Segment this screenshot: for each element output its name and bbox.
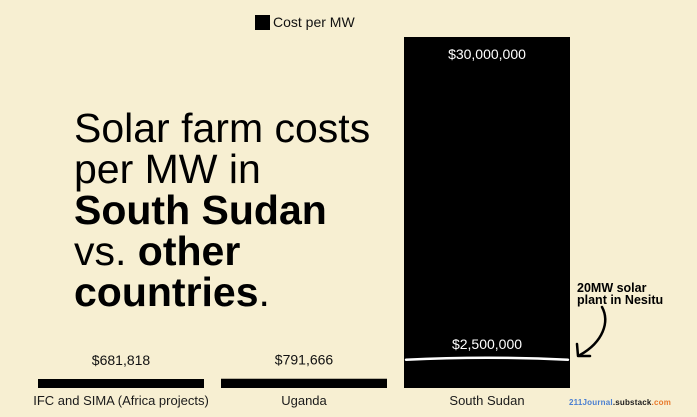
legend: Cost per MW	[255, 14, 355, 30]
headline-line-5-bold: countries	[74, 269, 259, 315]
reference-marker-line	[404, 356, 570, 361]
headline-line-3: South Sudan	[74, 187, 327, 233]
headline-line-5-tail: .	[258, 269, 270, 315]
headline-line-4-plain: vs.	[74, 228, 138, 274]
headline-line-2: per MW in	[74, 146, 261, 192]
headline-line-4-bold: other	[137, 228, 241, 274]
footer-credit: 211Journal.substack.com	[569, 398, 671, 407]
headline-line-1: Solar farm costs	[74, 105, 371, 151]
annotation-line-1: 20MW solar	[577, 281, 647, 295]
bar-value-label-2: $30,000,000	[448, 46, 526, 62]
x-tick-label-1: Uganda	[281, 393, 327, 408]
bar-2	[404, 37, 570, 388]
annotation-line-2: plant in Nesitu	[577, 293, 664, 307]
legend-swatch	[255, 14, 270, 30]
bar-1	[221, 378, 387, 388]
annotation-arrow-curve-icon	[578, 305, 607, 357]
legend-label: Cost per MW	[273, 14, 355, 30]
bar-value-label-0: $681,818	[92, 352, 151, 368]
headline: Solar farm costs per MW in South Sudan v…	[74, 108, 370, 313]
footer-part-3: .com	[651, 398, 672, 407]
x-tick-label-2: South Sudan	[449, 393, 524, 408]
annotation-arrow-head-icon	[575, 342, 592, 358]
bar-0	[38, 379, 204, 388]
footer-part-2: .substack	[612, 398, 652, 407]
reference-marker-label: $2,500,000	[452, 336, 522, 352]
bar-value-label-1: $791,666	[275, 352, 334, 368]
annotation: 20MW solar plant in Nesitu	[577, 281, 664, 307]
x-tick-label-0: IFC and SIMA (Africa projects)	[33, 393, 209, 408]
footer-part-1: 211Journal	[569, 398, 613, 407]
